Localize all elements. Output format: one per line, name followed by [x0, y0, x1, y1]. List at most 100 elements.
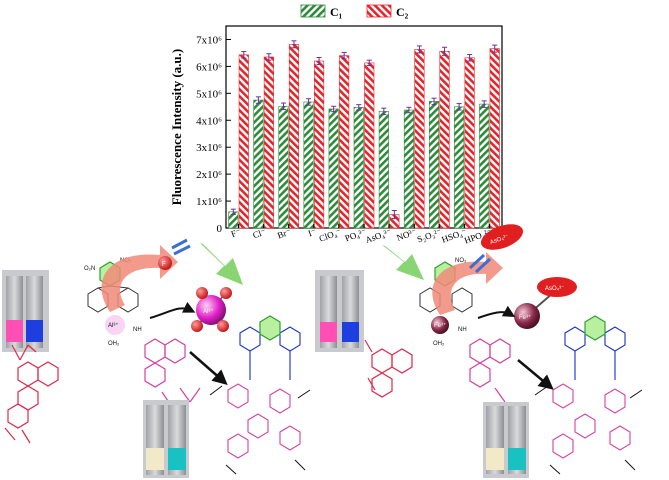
product-amine-right: [534, 385, 643, 475]
bar-c1: [328, 108, 339, 229]
x-tick-label: S₂O₃²⁻: [416, 226, 443, 244]
bar-c2: [364, 62, 375, 229]
legend-swatch-c1: [300, 4, 326, 18]
bar-c1: [253, 99, 264, 229]
al-ion-sphere: [196, 295, 226, 325]
left-scheme: OH₂ NO₂ O₂N Al³⁺ NH F: [2, 238, 311, 478]
no2-label-right: NO₂: [455, 258, 467, 264]
bar-c2: [263, 56, 274, 229]
vial-photo-yellow-teal-right: [483, 402, 529, 478]
product-rhodamine-right: [552, 383, 631, 459]
curved-arrow-right: [432, 252, 503, 315]
bar-chart: 0 1x10⁶ 2x10⁶ 3x10⁶ 4x10⁶ 5x10⁶ 6x10⁶ 7x10⁶ F⁻ C…: [169, 4, 503, 246]
nh-right-label: NH: [458, 327, 467, 333]
al-pointer-arrow: [149, 301, 196, 319]
product-nitro-ring-right: [584, 315, 606, 341]
legend: C₁ C₂: [300, 4, 409, 19]
teal-solution: [168, 448, 186, 470]
rhodamine-right-structure-right: [469, 338, 511, 403]
fe-complex-label: Fe³⁺: [434, 322, 446, 329]
fe-pointer-arrow: [477, 305, 516, 319]
aso4-ion-top: AsO₄³⁻: [480, 224, 524, 250]
bar-c1: [303, 101, 314, 229]
product-structure-right: [564, 326, 626, 380]
reaction-arrow-left: [189, 351, 228, 385]
legend-label-c1: C₁: [330, 5, 343, 19]
bar-c1: [479, 103, 490, 229]
rhodamine-right-structure: [144, 338, 201, 405]
y-tick-label: 6x10⁶: [196, 61, 222, 73]
x-tick-label: Cl⁻: [251, 226, 267, 240]
product-amine-left: [209, 385, 311, 475]
rhodamine-left-structure: [4, 344, 59, 444]
al-ion-label: Al³⁺: [203, 308, 214, 315]
bar-c2: [339, 55, 350, 229]
teal-solution-right: [508, 448, 526, 470]
pink-solution-right: [320, 322, 337, 342]
rhodamine-left-structure-right: [364, 339, 413, 398]
bar-c2: [414, 49, 425, 229]
reaction-arrow-right: [517, 359, 554, 390]
bars-group: [228, 40, 500, 229]
x-tick-label: Br⁻: [276, 226, 293, 240]
fe-aso4-cluster: AsO₄³⁻ Fe³⁺: [514, 277, 577, 329]
al-complex-label: Al³⁺: [108, 322, 119, 329]
al-fluoride-cluster: Al³⁺: [191, 287, 232, 332]
bar-c2: [439, 51, 450, 229]
bar-c2: [489, 48, 500, 229]
vial-photo-yellow-teal: [143, 400, 189, 478]
y-axis-label: Fluorescence Intensity (a.u.): [169, 49, 184, 205]
pale-yellow-solution-right: [486, 448, 504, 470]
product-nitro-ring-left: [259, 315, 281, 341]
y-axis-ticks: 0 1x10⁶ 2x10⁶ 3x10⁶ 4x10⁶ 5x10⁶ 6x10⁶ 7x10⁶: [196, 34, 231, 235]
fluoride-bonds: [171, 238, 191, 256]
right-scheme: NO₂ Fe³⁺ NH OH₂ AsO₄³⁻ AsO₄³⁻ Fe³⁺: [315, 224, 643, 478]
fe-ion-label: Fe³⁺: [519, 314, 531, 321]
bar-c1: [278, 105, 289, 229]
y-tick-label: 3x10⁶: [196, 142, 222, 154]
bar-c1: [378, 111, 389, 229]
vial-photo-pink-blue-right: [315, 270, 364, 352]
product-structure-left: [239, 326, 301, 380]
bar-c1: [353, 107, 364, 229]
oh2-right-label: OH₂: [433, 341, 445, 347]
curved-arrow-left: [101, 245, 178, 312]
y-tick-label: 7x10⁶: [196, 34, 222, 46]
y-tick-label: 1x10⁶: [196, 196, 222, 208]
y-tick-label: 5x10⁶: [196, 88, 222, 100]
bar-c2: [314, 60, 325, 229]
o2n-label-left: O₂N: [84, 266, 95, 272]
green-arrow-right: [382, 245, 424, 280]
fe-complex-center: [431, 316, 449, 334]
al-complex-center: [105, 315, 125, 335]
bar-c1: [403, 109, 414, 229]
x-tick-label: F⁻: [230, 226, 243, 239]
fluoride-ion-top: [158, 256, 172, 270]
legend-swatch-c2: [366, 4, 392, 18]
vial-photo-pink-blue: [2, 270, 49, 352]
bar-c2: [238, 54, 249, 229]
legend-label-c2: C₂: [396, 5, 409, 19]
y-tick-label: 0: [217, 223, 223, 235]
y-tick-label: 2x10⁶: [196, 169, 222, 181]
pink-solution: [6, 320, 23, 342]
fluoride-label-top: F: [162, 262, 166, 268]
aso4-bonds: [468, 253, 492, 274]
x-tick-label: AsO₄³⁻: [364, 226, 393, 245]
bar-c2: [464, 57, 475, 229]
fe-ion-sphere: [514, 303, 540, 329]
x-tick-label: ClO₄⁻: [318, 226, 343, 243]
fe-aso4-label: AsO₄³⁻: [545, 286, 564, 292]
bar-c2: [288, 44, 300, 229]
y-tick-label: 4x10⁶: [196, 115, 222, 127]
nh-left-label: NH: [133, 327, 142, 333]
oh2-left-label: OH₂: [108, 341, 120, 347]
blue-solution: [26, 320, 43, 342]
product-rhodamine-left: [227, 383, 301, 459]
blue-solution-right: [342, 322, 359, 342]
bar-c1: [454, 106, 465, 229]
green-arrow-left: [200, 243, 243, 285]
x-tick-label: I⁻: [307, 226, 318, 238]
pale-yellow-solution: [146, 448, 164, 470]
